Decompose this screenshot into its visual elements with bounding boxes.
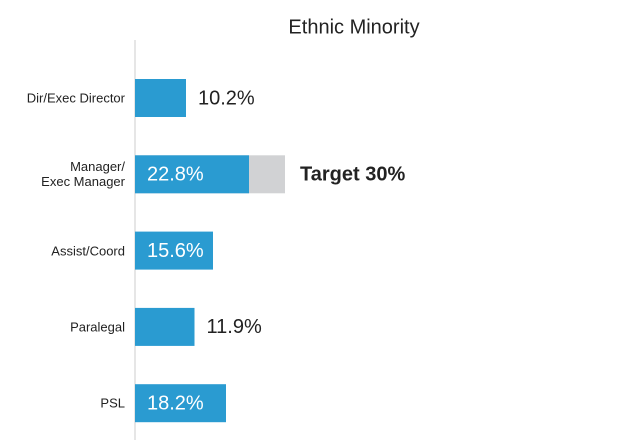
bar bbox=[135, 384, 226, 423]
category-label: Dir/Exec Director bbox=[26, 90, 125, 106]
target-label: Target 30% bbox=[300, 164, 405, 186]
value-label: 11.9% bbox=[207, 316, 262, 338]
category-label: Assist/Coord bbox=[51, 243, 125, 259]
bar bbox=[135, 155, 249, 194]
bar bbox=[135, 231, 213, 270]
value-label: 22.8% bbox=[147, 164, 204, 186]
chart-title: Ethnic Minority bbox=[288, 16, 419, 38]
value-label: 18.2% bbox=[147, 392, 204, 414]
category-label: PSL bbox=[100, 395, 125, 411]
value-label: 15.6% bbox=[147, 240, 204, 262]
category-label: Paralegal bbox=[70, 319, 125, 335]
bar bbox=[135, 307, 195, 346]
bar bbox=[135, 79, 186, 117]
category-label: Manager/ Exec Manager bbox=[41, 159, 125, 190]
value-label: 10.2% bbox=[198, 87, 255, 109]
